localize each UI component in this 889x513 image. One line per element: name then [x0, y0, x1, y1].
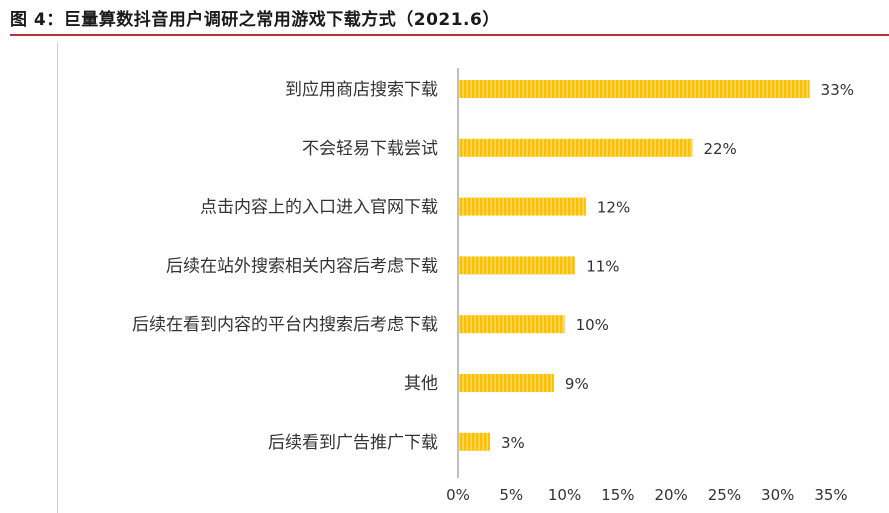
x-tick-label: 20% [654, 486, 687, 504]
bar [459, 432, 490, 451]
category-label: 后续在看到内容的平台内搜索后考虑下载 [132, 315, 438, 335]
bar [459, 197, 586, 216]
category-label: 后续在站外搜索相关内容后考虑下载 [166, 256, 438, 276]
category-label: 不会轻易下载尝试 [302, 139, 438, 159]
category-label: 后续看到广告推广下载 [268, 433, 438, 453]
bar [459, 374, 554, 392]
bar [459, 138, 693, 157]
bar [459, 80, 810, 98]
x-tick-label: 25% [708, 486, 741, 504]
data-label: 3% [501, 434, 525, 452]
x-tick-label: 30% [761, 486, 794, 504]
bar [459, 256, 576, 275]
x-tick-label: 15% [601, 486, 634, 504]
x-tick-label: 0% [446, 486, 470, 504]
bar [459, 315, 565, 334]
x-tick-label: 5% [499, 486, 523, 504]
x-tick-label: 35% [814, 486, 847, 504]
data-label: 10% [576, 316, 609, 334]
data-label: 12% [597, 199, 630, 217]
category-label: 点击内容上的入口进入官网下载 [200, 198, 438, 218]
data-label: 9% [565, 375, 589, 393]
title-divider [10, 34, 889, 36]
figure-title: 图 4：巨量算数抖音用户调研之常用游戏下载方式（2021.6） [10, 10, 500, 30]
category-label: 到应用商店搜索下载 [285, 80, 438, 100]
data-label: 11% [586, 257, 619, 275]
category-label: 其他 [404, 374, 438, 394]
data-label: 22% [703, 140, 736, 158]
data-label: 33% [821, 81, 854, 99]
x-tick-label: 10% [548, 486, 581, 504]
frame-border-left [57, 42, 58, 513]
